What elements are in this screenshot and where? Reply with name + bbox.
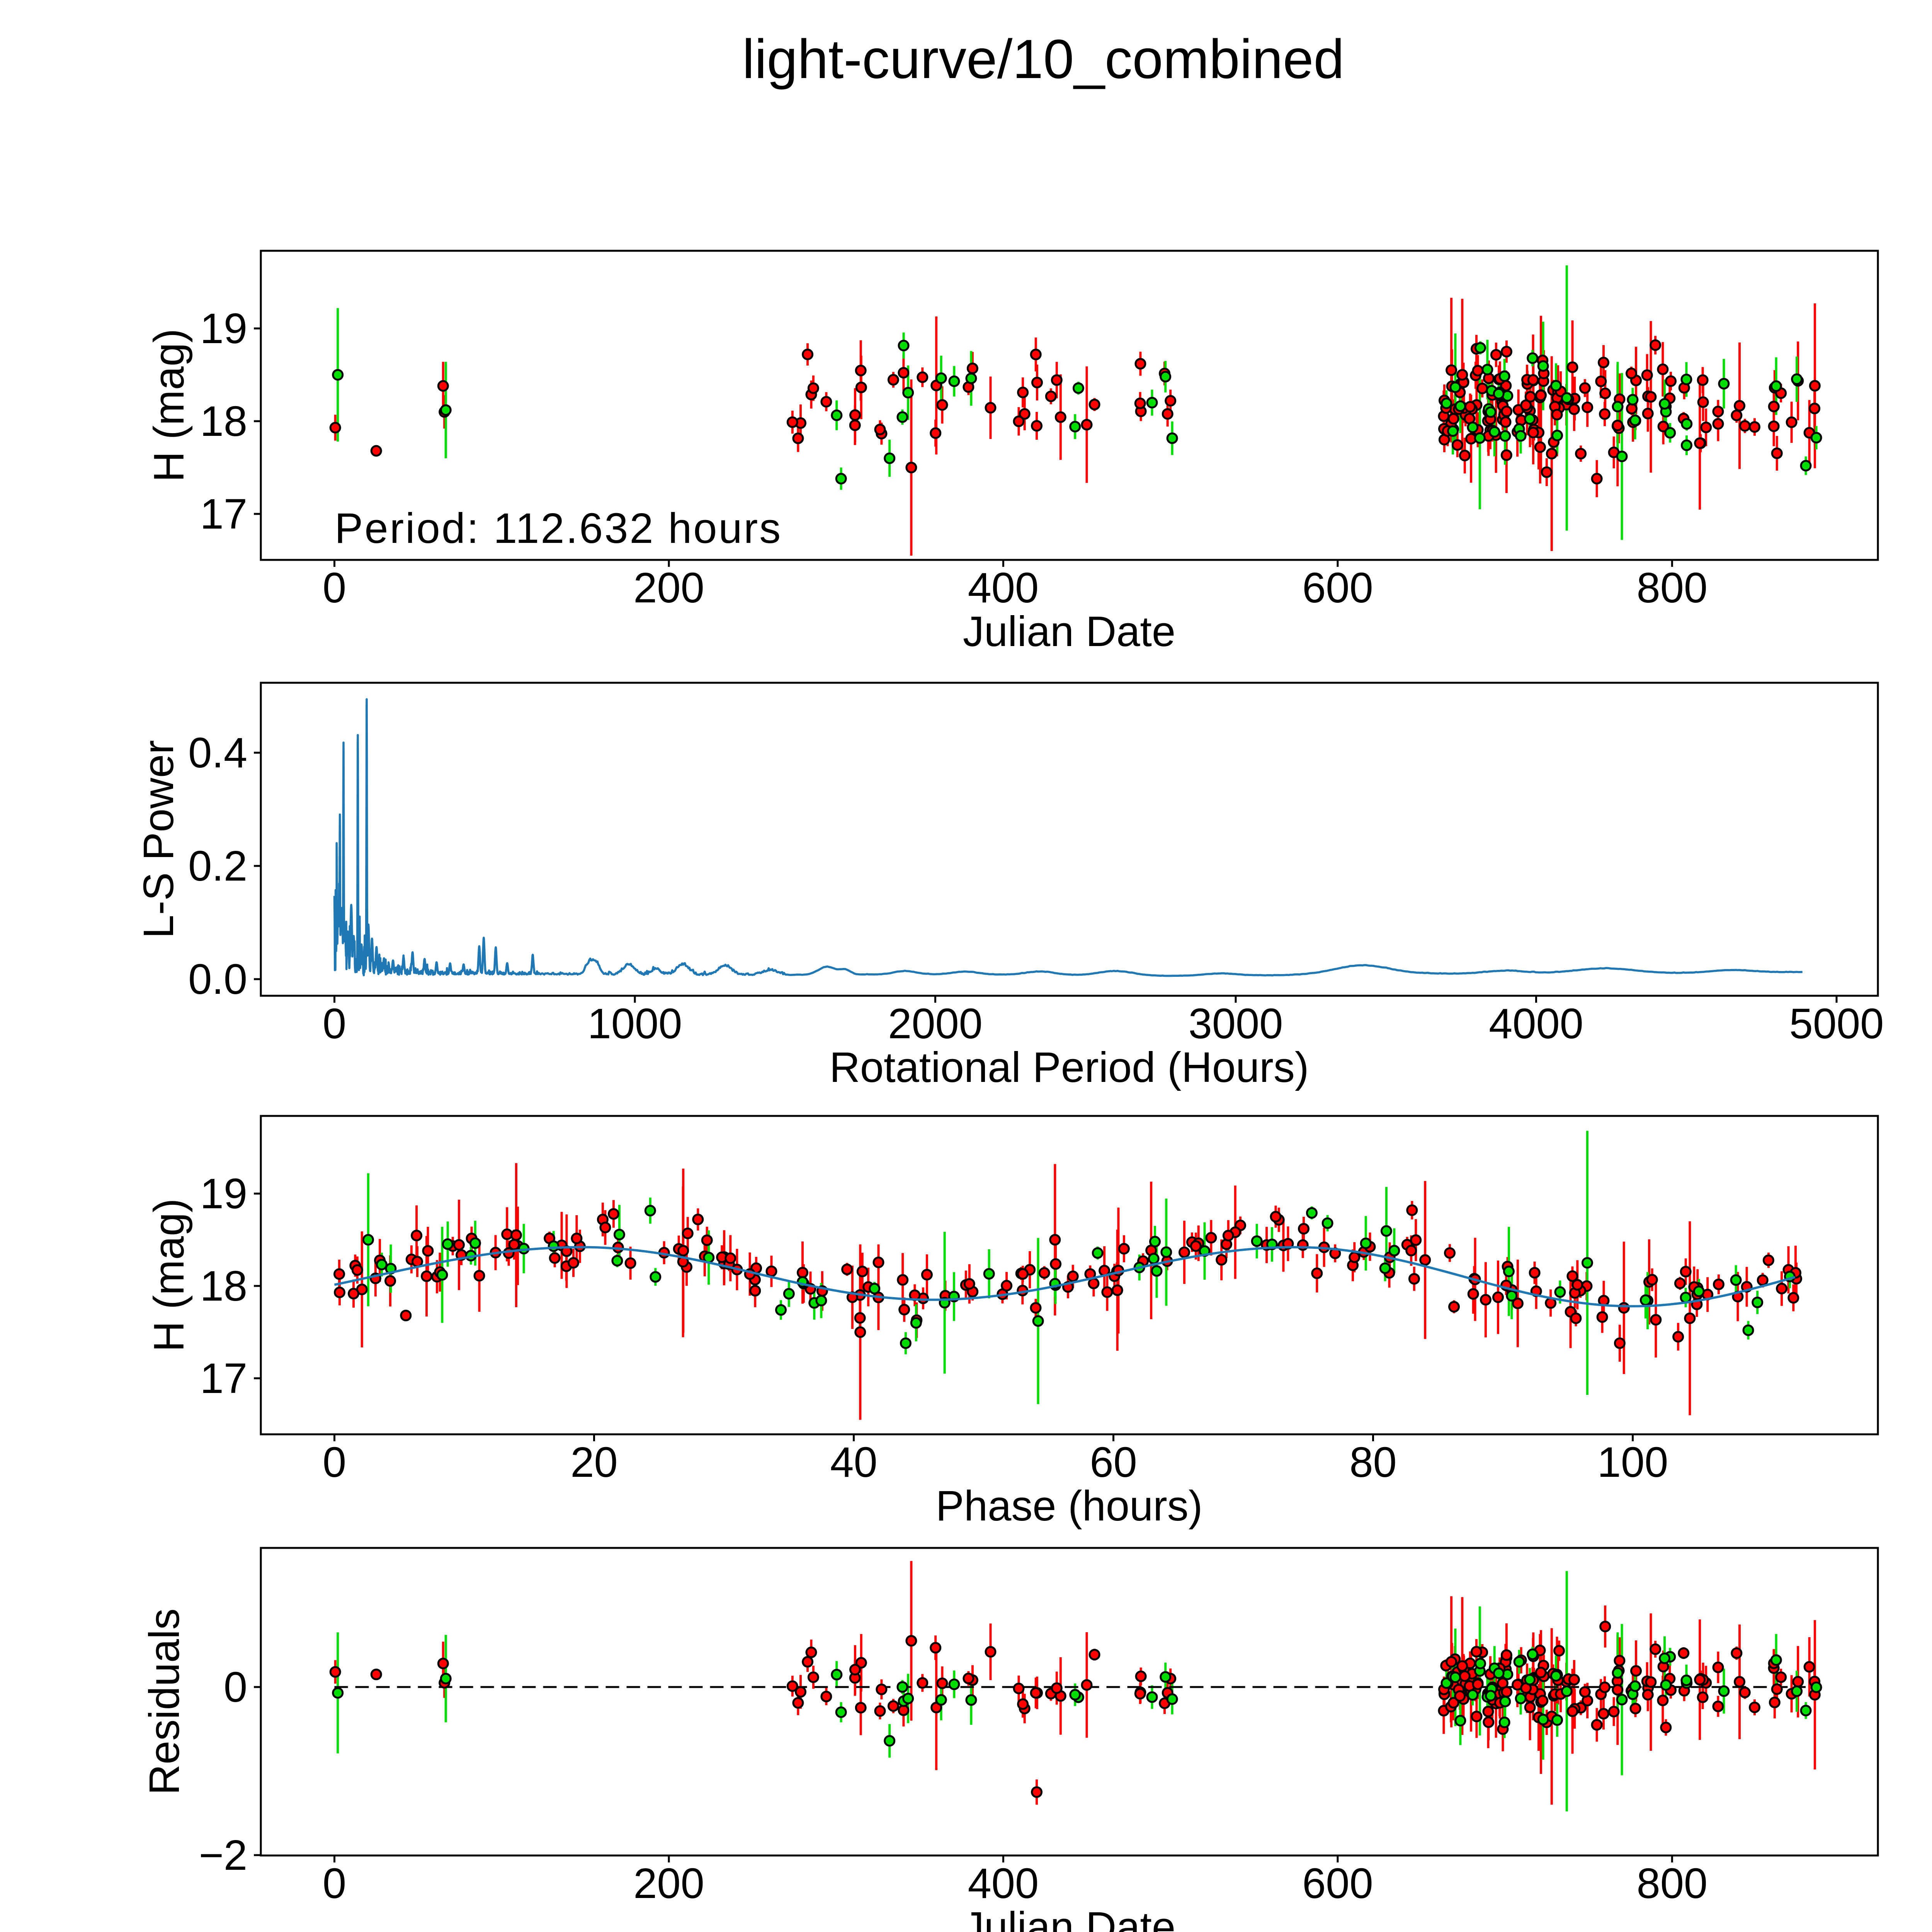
svg-text:0: 0 [323, 1000, 346, 1048]
svg-text:0.2: 0.2 [188, 842, 247, 890]
svg-text:100: 100 [1597, 1439, 1668, 1486]
svg-text:80: 80 [1349, 1439, 1396, 1486]
svg-text:17: 17 [200, 490, 247, 538]
svg-text:5000: 5000 [1789, 1000, 1884, 1048]
svg-text:1000: 1000 [588, 1000, 682, 1048]
svg-text:400: 400 [968, 564, 1039, 612]
svg-text:Phase (hours): Phase (hours) [936, 1482, 1203, 1530]
svg-text:0: 0 [323, 1439, 346, 1486]
svg-text:2000: 2000 [888, 1000, 983, 1048]
svg-text:Period: 112.632 hours: Period: 112.632 hours [335, 505, 782, 552]
svg-text:600: 600 [1302, 1860, 1373, 1907]
svg-text:0: 0 [323, 1860, 346, 1907]
svg-text:light-curve/10_combined: light-curve/10_combined [742, 29, 1344, 90]
svg-text:0.0: 0.0 [188, 956, 247, 1003]
svg-text:800: 800 [1637, 564, 1708, 612]
svg-text:Julian Date: Julian Date [963, 608, 1175, 655]
svg-text:H (mag): H (mag) [145, 1198, 193, 1352]
svg-text:40: 40 [830, 1439, 877, 1486]
svg-text:4000: 4000 [1489, 1000, 1583, 1048]
svg-text:20: 20 [570, 1439, 617, 1486]
svg-text:400: 400 [968, 1860, 1039, 1907]
svg-text:200: 200 [633, 564, 704, 612]
svg-text:19: 19 [200, 305, 247, 352]
svg-text:−2: −2 [199, 1832, 247, 1879]
svg-text:18: 18 [200, 1262, 247, 1310]
svg-text:0: 0 [323, 564, 346, 612]
svg-text:19: 19 [200, 1170, 247, 1218]
svg-text:H (mag): H (mag) [145, 328, 193, 482]
svg-text:0.4: 0.4 [188, 729, 247, 777]
svg-text:600: 600 [1302, 564, 1373, 612]
svg-text:60: 60 [1090, 1439, 1137, 1486]
svg-text:Residuals: Residuals [141, 1608, 188, 1795]
svg-text:Rotational Period (Hours): Rotational Period (Hours) [829, 1044, 1309, 1091]
svg-text:17: 17 [200, 1355, 247, 1402]
svg-text:3000: 3000 [1189, 1000, 1283, 1048]
svg-text:0: 0 [224, 1663, 247, 1711]
svg-text:200: 200 [633, 1860, 704, 1907]
svg-text:L-S Power: L-S Power [135, 740, 182, 939]
svg-text:Julian Date: Julian Date [963, 1903, 1175, 1932]
svg-text:18: 18 [200, 398, 247, 445]
svg-text:800: 800 [1637, 1860, 1708, 1907]
